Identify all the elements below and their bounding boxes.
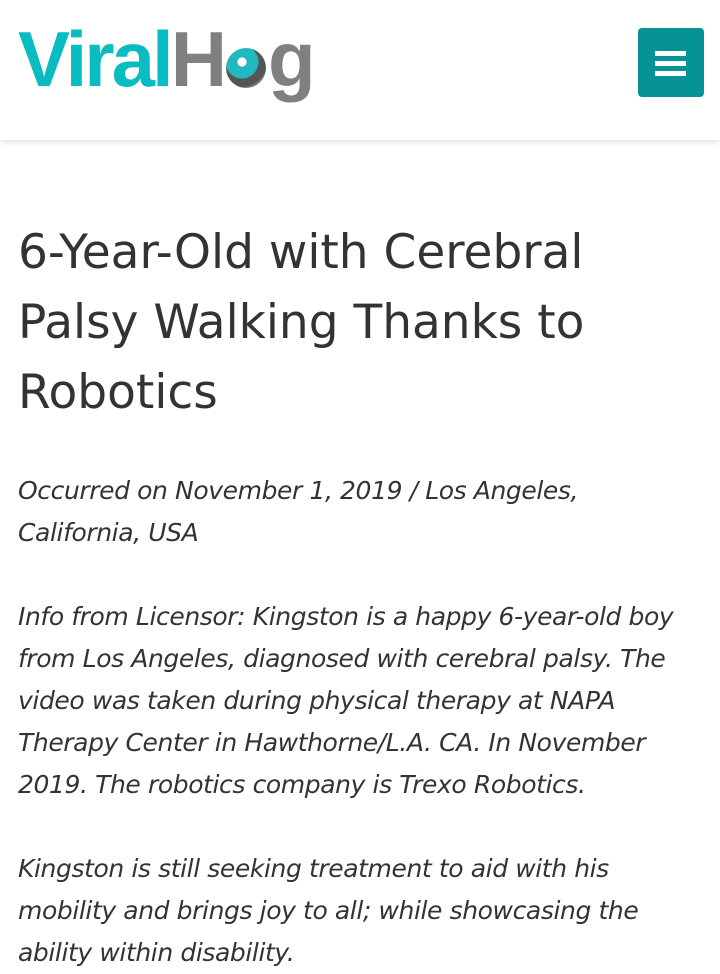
hamburger-icon: [655, 61, 686, 66]
article-paragraph: Info from Licensor: Kingston is a happy …: [18, 602, 674, 799]
menu-button[interactable]: [638, 28, 704, 97]
article: 6-Year-Old with Cerebral Palsy Walking T…: [0, 218, 720, 974]
article-meta: Occurred on November 1, 2019 / Los Angel…: [18, 476, 579, 547]
logo-viral: Viral: [18, 15, 174, 103]
viralhog-logo[interactable]: ViralH g: [18, 14, 316, 104]
hamburger-icon: [655, 51, 686, 56]
site-header: ViralH g: [0, 0, 720, 140]
article-paragraph: Kingston is still seeking treatment to a…: [18, 854, 639, 967]
camera-lens-icon: [226, 48, 267, 88]
hamburger-icon: [655, 71, 686, 76]
article-title: 6-Year-Old with Cerebral Palsy Walking T…: [18, 225, 585, 420]
